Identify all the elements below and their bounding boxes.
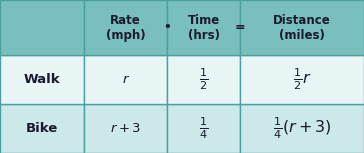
Text: =: = xyxy=(234,21,245,34)
Text: $\frac{1}{2}$: $\frac{1}{2}$ xyxy=(199,67,209,92)
Text: $\frac{1}{2}r$: $\frac{1}{2}r$ xyxy=(293,67,311,92)
Bar xyxy=(167,0,240,55)
Bar xyxy=(84,104,167,153)
Bar xyxy=(167,104,240,153)
Text: $r$: $r$ xyxy=(122,73,130,86)
Text: Distance
(miles): Distance (miles) xyxy=(273,13,331,42)
Bar xyxy=(0,55,84,104)
Bar xyxy=(84,55,167,104)
Text: Rate
(mph): Rate (mph) xyxy=(106,13,145,42)
Bar xyxy=(240,104,364,153)
Text: Walk: Walk xyxy=(24,73,60,86)
Bar xyxy=(167,55,240,104)
Text: $\frac{1}{4}(r+3)$: $\frac{1}{4}(r+3)$ xyxy=(273,116,332,141)
Text: $r+3$: $r+3$ xyxy=(110,122,141,135)
Bar xyxy=(240,0,364,55)
Bar xyxy=(0,104,84,153)
Text: Bike: Bike xyxy=(26,122,58,135)
Bar xyxy=(84,0,167,55)
Text: Time
(hrs): Time (hrs) xyxy=(188,13,220,42)
Bar xyxy=(0,0,84,55)
Bar xyxy=(240,55,364,104)
Text: •: • xyxy=(163,21,171,34)
Text: $\frac{1}{4}$: $\frac{1}{4}$ xyxy=(199,116,209,141)
